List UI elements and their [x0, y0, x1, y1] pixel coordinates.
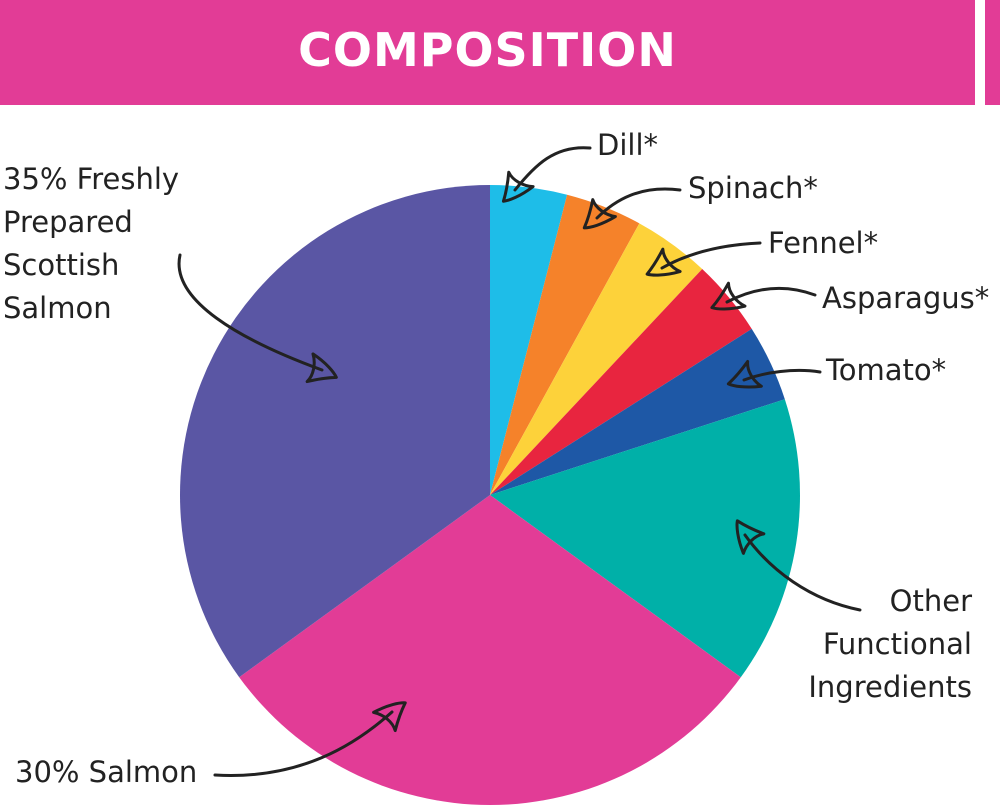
chart-title: COMPOSITION	[298, 23, 677, 77]
pie-slice	[239, 495, 741, 805]
callout-arrow	[710, 281, 817, 311]
slice-label: Tomato*	[826, 353, 947, 387]
callouts	[177, 146, 862, 777]
callout-arrow	[177, 253, 338, 384]
pie-slice	[490, 194, 640, 495]
callout-arrow	[735, 519, 862, 612]
title-bar-edge	[985, 0, 1000, 105]
slice-label: Spinach*	[688, 171, 818, 205]
pie-slice	[180, 184, 490, 678]
pie-slice	[490, 223, 703, 496]
pie-slice	[490, 328, 785, 495]
slice-label: Other Functional Ingredients	[808, 584, 972, 704]
slice-label: 30% Salmon	[15, 755, 198, 789]
pie	[180, 184, 800, 805]
pie-slice	[490, 269, 752, 495]
slice-label: Dill*	[597, 128, 659, 162]
pie-slice	[490, 185, 568, 495]
pie-slice	[490, 399, 800, 678]
callout-arrow	[726, 359, 822, 389]
title-bar	[0, 0, 975, 105]
slice-label: 35% Freshly Prepared Scottish Salmon	[3, 162, 180, 325]
callout-arrow	[582, 187, 682, 230]
slice-label: Asparagus*	[822, 281, 990, 315]
callout-arrow	[501, 146, 592, 203]
callout-arrow	[645, 241, 762, 277]
slice-label: Fennel*	[768, 226, 879, 260]
callout-arrow	[213, 701, 407, 777]
